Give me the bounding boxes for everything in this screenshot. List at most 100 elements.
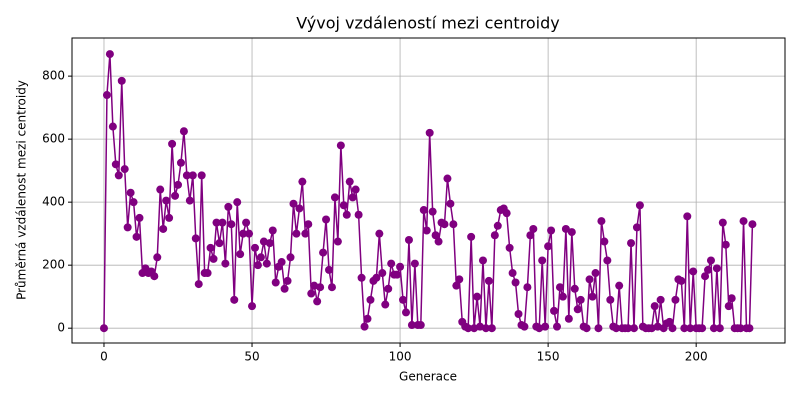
data-point bbox=[212, 218, 221, 227]
data-point bbox=[153, 253, 162, 262]
y-tick-label: 0 bbox=[57, 321, 65, 335]
data-point bbox=[159, 224, 168, 233]
data-point bbox=[487, 324, 496, 333]
data-point bbox=[570, 284, 579, 293]
data-point bbox=[224, 202, 233, 211]
data-point bbox=[206, 243, 215, 252]
data-point bbox=[339, 201, 348, 210]
data-point bbox=[452, 281, 461, 290]
data-point bbox=[464, 324, 473, 333]
data-point bbox=[295, 204, 304, 213]
data-point bbox=[718, 218, 727, 227]
data-point bbox=[558, 292, 567, 301]
data-point bbox=[407, 321, 416, 330]
data-point bbox=[706, 256, 715, 265]
data-point bbox=[511, 278, 520, 287]
data-point bbox=[253, 261, 262, 270]
data-point bbox=[538, 256, 547, 265]
data-point bbox=[194, 280, 203, 289]
data-point bbox=[564, 314, 573, 323]
data-point bbox=[102, 91, 111, 100]
y-axis-label: Průměrná vzdálenost mezi centroidy bbox=[15, 80, 29, 300]
data-point bbox=[209, 254, 218, 263]
data-point bbox=[428, 207, 437, 216]
data-point bbox=[342, 210, 351, 219]
data-point bbox=[345, 177, 354, 186]
data-point bbox=[550, 306, 559, 315]
data-point bbox=[132, 232, 141, 241]
data-point bbox=[239, 229, 248, 238]
data-point bbox=[490, 231, 499, 240]
data-point bbox=[419, 206, 428, 215]
data-point bbox=[493, 221, 502, 230]
data-point bbox=[443, 174, 452, 183]
y-tick-label: 400 bbox=[42, 195, 65, 209]
data-point bbox=[357, 273, 366, 282]
data-point bbox=[174, 180, 183, 189]
data-point bbox=[481, 324, 490, 333]
data-point bbox=[505, 243, 514, 252]
data-point bbox=[547, 226, 556, 235]
data-point bbox=[221, 259, 230, 268]
data-point bbox=[553, 322, 562, 331]
data-point bbox=[176, 158, 185, 167]
data-point bbox=[606, 295, 615, 304]
data-point bbox=[401, 308, 410, 317]
data-point bbox=[632, 223, 641, 232]
data-point bbox=[325, 265, 334, 274]
data-point bbox=[271, 278, 280, 287]
data-point bbox=[467, 232, 476, 241]
data-point bbox=[150, 272, 159, 281]
data-point bbox=[233, 198, 242, 207]
data-point bbox=[455, 275, 464, 284]
data-point bbox=[727, 294, 736, 303]
data-point bbox=[396, 262, 405, 271]
data-point bbox=[182, 171, 191, 180]
data-point bbox=[114, 171, 123, 180]
data-point bbox=[520, 322, 529, 331]
data-point bbox=[330, 193, 339, 202]
data-point bbox=[715, 324, 724, 333]
data-point bbox=[748, 220, 757, 229]
x-tick-label: 0 bbox=[100, 350, 108, 364]
data-point bbox=[99, 324, 108, 333]
data-point bbox=[304, 220, 313, 229]
data-point bbox=[301, 229, 310, 238]
data-point bbox=[739, 217, 748, 226]
data-point bbox=[612, 324, 621, 333]
data-point bbox=[165, 213, 174, 222]
data-point bbox=[399, 295, 408, 304]
data-point bbox=[120, 165, 129, 174]
data-point bbox=[333, 237, 342, 246]
data-point bbox=[156, 185, 165, 194]
data-point bbox=[360, 322, 369, 331]
data-point bbox=[366, 295, 375, 304]
data-point bbox=[555, 283, 564, 292]
data-point bbox=[351, 185, 360, 194]
data-point bbox=[529, 224, 538, 233]
data-point bbox=[227, 220, 236, 229]
data-point bbox=[677, 276, 686, 285]
data-point bbox=[745, 324, 754, 333]
chart-title: Vývoj vzdáleností mezi centroidy bbox=[296, 14, 559, 33]
data-point bbox=[313, 297, 322, 306]
data-point bbox=[561, 224, 570, 233]
data-point bbox=[162, 196, 171, 205]
data-point bbox=[393, 270, 402, 279]
data-point bbox=[629, 324, 638, 333]
data-point bbox=[372, 273, 381, 282]
x-tick-label: 200 bbox=[685, 350, 708, 364]
data-point bbox=[185, 196, 194, 205]
data-point bbox=[434, 237, 443, 246]
data-point bbox=[105, 50, 114, 59]
data-point bbox=[236, 250, 245, 259]
data-point bbox=[336, 141, 345, 150]
data-point bbox=[594, 324, 603, 333]
data-point bbox=[671, 295, 680, 304]
data-point bbox=[375, 229, 384, 238]
data-point bbox=[704, 265, 713, 274]
data-point bbox=[250, 243, 259, 252]
data-point bbox=[292, 229, 301, 238]
data-point bbox=[188, 171, 197, 180]
